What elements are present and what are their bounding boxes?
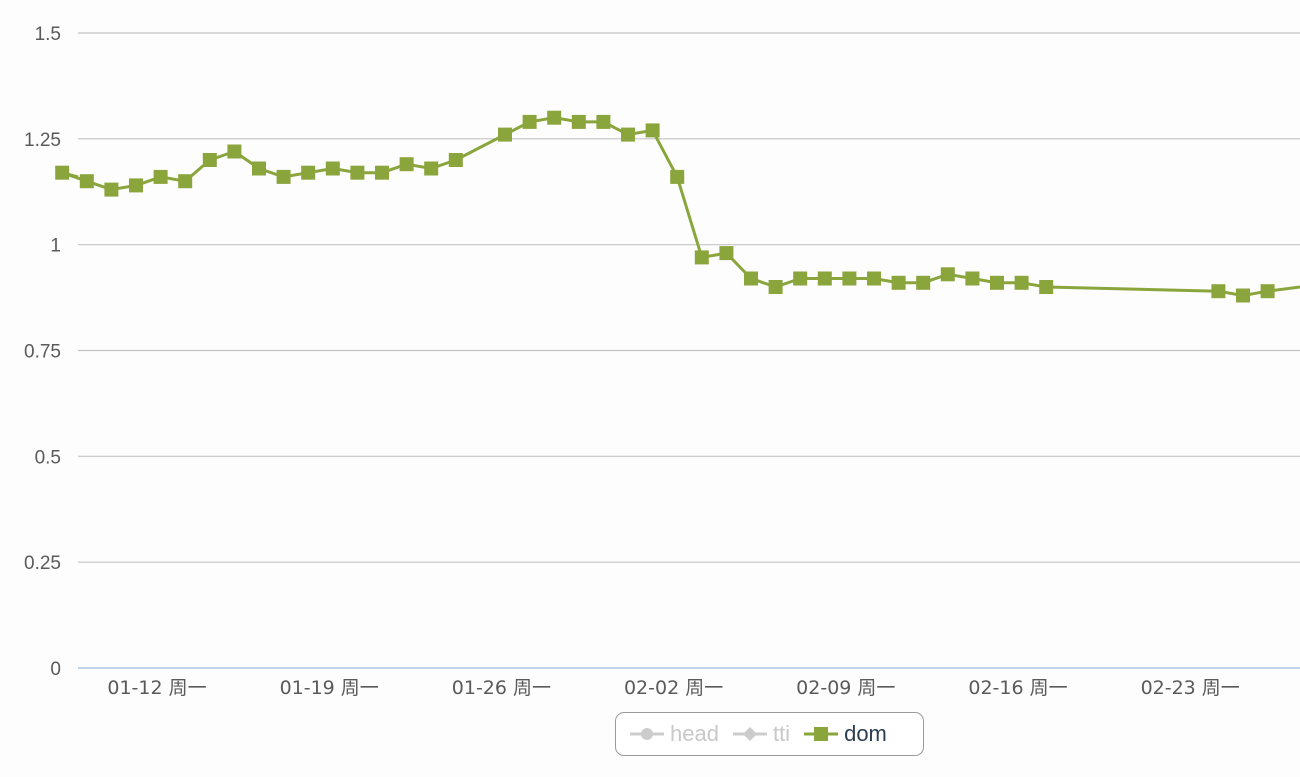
data-point-dom[interactable] [301, 166, 315, 180]
data-point-dom[interactable] [523, 115, 537, 129]
data-point-dom[interactable] [55, 166, 69, 180]
legend-dom-square-icon [804, 727, 838, 741]
data-point-dom[interactable] [670, 170, 684, 184]
data-point-dom[interactable] [252, 162, 266, 176]
series-dom[interactable] [55, 111, 1300, 303]
legend-label-dom: dom [844, 721, 887, 747]
y-tick-label: 0.75 [24, 342, 61, 363]
data-point-dom[interactable] [449, 153, 463, 167]
legend-label-head: head [670, 721, 719, 747]
data-point-dom[interactable] [842, 272, 856, 286]
data-point-dom[interactable] [1211, 284, 1225, 298]
data-point-dom[interactable] [350, 166, 364, 180]
legend-item-head[interactable]: head [630, 721, 719, 747]
data-point-dom[interactable] [203, 153, 217, 167]
data-point-dom[interactable] [375, 166, 389, 180]
data-point-dom[interactable] [621, 128, 635, 142]
data-point-dom[interactable] [818, 272, 832, 286]
data-point-dom[interactable] [227, 145, 241, 159]
data-point-dom[interactable] [277, 170, 291, 184]
data-point-dom[interactable] [892, 276, 906, 290]
y-axis-ticks: 0 0.25 0.5 0.75 1 1.25 1.5 [24, 24, 61, 680]
data-point-dom[interactable] [719, 246, 733, 260]
y-tick-label: 0.5 [35, 447, 61, 468]
legend-label-tti: tti [773, 721, 790, 747]
data-point-dom[interactable] [596, 115, 610, 129]
data-point-dom[interactable] [990, 276, 1004, 290]
y-tick-label: 1 [50, 236, 61, 257]
data-point-dom[interactable] [129, 178, 143, 192]
data-point-dom[interactable] [178, 174, 192, 188]
data-point-dom[interactable] [326, 162, 340, 176]
data-point-dom[interactable] [424, 162, 438, 176]
legend-item-tti[interactable]: tti [733, 721, 790, 747]
data-point-dom[interactable] [547, 111, 561, 125]
y-tick-label: 0.25 [24, 553, 61, 574]
x-tick-label: 02-02 周一 [624, 677, 723, 699]
legend: head tti dom [615, 712, 924, 756]
y-tick-label: 1.25 [24, 130, 61, 151]
x-tick-label: 02-09 周一 [796, 677, 895, 699]
data-point-dom[interactable] [1015, 276, 1029, 290]
data-point-dom[interactable] [646, 123, 660, 137]
data-point-dom[interactable] [695, 250, 709, 264]
data-point-dom[interactable] [104, 183, 118, 197]
data-point-dom[interactable] [400, 157, 414, 171]
y-tick-label: 1.5 [35, 24, 61, 45]
data-point-dom[interactable] [744, 272, 758, 286]
x-axis-ticks: 01-12 周一 01-19 周一 01-26 周一 02-02 周一 02-09 周一… [107, 677, 1239, 699]
data-point-dom[interactable] [793, 272, 807, 286]
data-point-dom[interactable] [965, 272, 979, 286]
y-tick-label: 0 [50, 659, 61, 680]
data-point-dom[interactable] [916, 276, 930, 290]
x-tick-label: 02-23 周一 [1141, 677, 1240, 699]
data-point-dom[interactable] [1261, 284, 1275, 298]
data-point-dom[interactable] [867, 272, 881, 286]
x-tick-label: 01-26 周一 [452, 677, 551, 699]
grid-lines [78, 33, 1300, 668]
data-point-dom[interactable] [498, 128, 512, 142]
legend-item-dom[interactable]: dom [804, 721, 887, 747]
legend-tti-diamond-icon [733, 727, 767, 741]
series-line-dom [62, 118, 1300, 296]
data-point-dom[interactable] [769, 280, 783, 294]
x-tick-label: 02-16 周一 [968, 677, 1067, 699]
legend-head-circle-icon [630, 727, 664, 741]
data-point-dom[interactable] [154, 170, 168, 184]
data-point-dom[interactable] [80, 174, 94, 188]
data-point-dom[interactable] [1039, 280, 1053, 294]
x-tick-label: 01-12 周一 [107, 677, 206, 699]
data-point-dom[interactable] [572, 115, 586, 129]
data-point-dom[interactable] [1236, 289, 1250, 303]
x-tick-label: 01-19 周一 [280, 677, 379, 699]
data-point-dom[interactable] [941, 267, 955, 281]
